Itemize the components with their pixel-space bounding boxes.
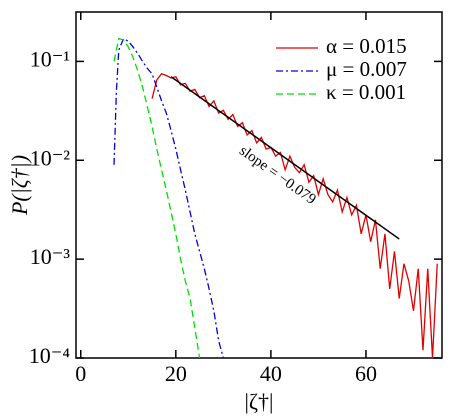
y-tick-label: 10⁻² <box>30 145 71 170</box>
x-tick-label: 40 <box>260 361 282 386</box>
y-tick-label: 10⁻¹ <box>30 46 70 71</box>
y-axis-label: P(|ζ†|) <box>7 155 32 216</box>
series-line <box>113 37 224 358</box>
series-line <box>113 37 201 358</box>
plot-area <box>113 37 438 358</box>
fit-line <box>170 76 400 240</box>
series-line <box>151 72 438 358</box>
legend-label: κ = 0.001 <box>326 80 406 104</box>
plot-frame <box>75 11 443 359</box>
legend-label: μ = 0.007 <box>326 57 407 81</box>
legend-label: α = 0.015 <box>326 34 407 58</box>
x-tick-label: 0 <box>75 361 86 386</box>
x-tick-label: 20 <box>165 361 187 386</box>
y-tick-label: 10⁻⁴ <box>29 343 71 368</box>
y-tick-label: 10⁻³ <box>30 244 71 269</box>
x-tick-label: 60 <box>355 361 377 386</box>
x-axis-label: |ζ†| <box>245 389 274 414</box>
